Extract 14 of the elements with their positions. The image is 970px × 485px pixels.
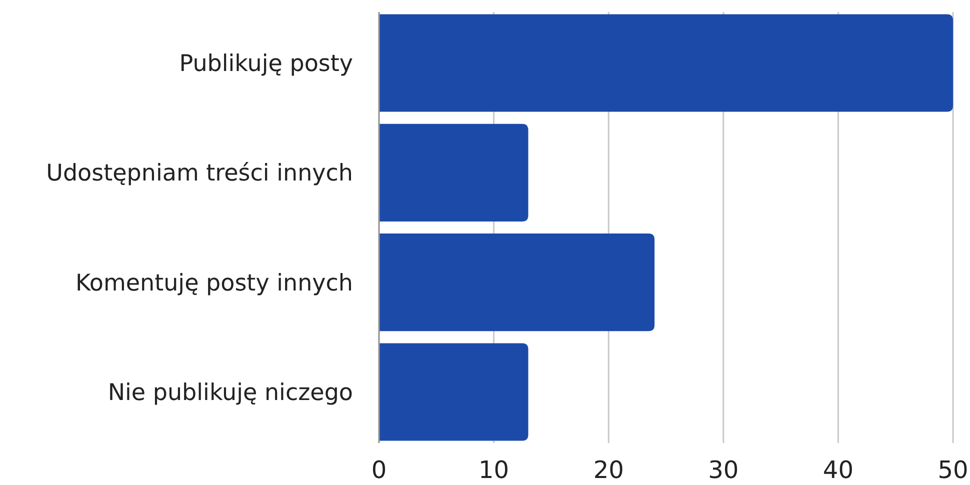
y-tick-label: Publikuję posty <box>179 51 353 78</box>
bar <box>379 234 655 332</box>
x-tick-label: 40 <box>822 456 854 484</box>
bar <box>379 343 528 441</box>
bar <box>379 124 528 222</box>
x-tick-label: 50 <box>938 456 968 484</box>
x-tick-label: 20 <box>593 456 624 484</box>
x-tick-label: 30 <box>708 456 739 484</box>
x-tick-label: 10 <box>478 456 510 484</box>
x-tick-label: 0 <box>371 456 387 484</box>
y-tick-label: Nie publikuję niczego <box>108 380 353 406</box>
bar <box>379 14 953 112</box>
y-tick-label: Komentuję posty innych <box>75 270 353 296</box>
y-tick-label: Udostępniam treści innych <box>46 160 353 187</box>
